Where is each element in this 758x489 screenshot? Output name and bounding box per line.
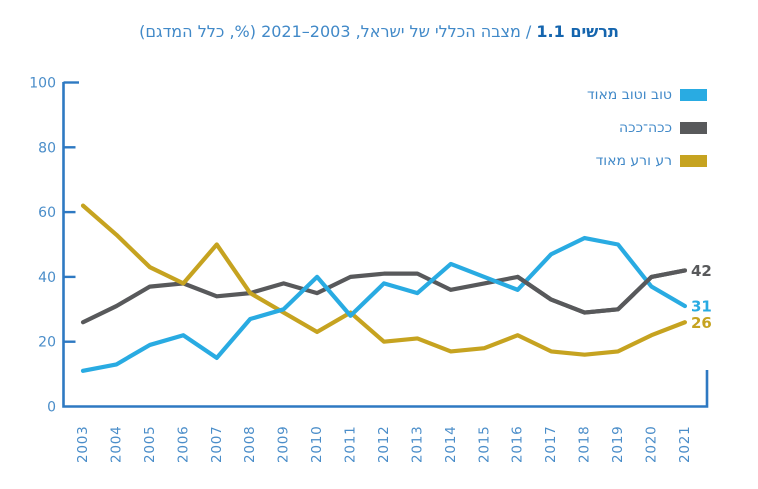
y-axis-label: 40 [38, 270, 56, 286]
x-axis-year-label: 2013 [409, 425, 425, 463]
x-axis-year-label: 2012 [376, 425, 392, 463]
legend-item-bad: רע ורע מאוד [587, 153, 707, 169]
x-axis-year-label: 2020 [643, 425, 659, 463]
x-axis-year-label: 2010 [309, 425, 325, 463]
y-axis-label: 20 [38, 335, 56, 351]
legend-item-soso: ככה־ככה [587, 120, 707, 136]
x-axis-year-label: 2005 [142, 425, 158, 463]
x-axis-year-label: 2003 [75, 425, 91, 463]
y-axis-label: 100 [29, 76, 56, 92]
x-axis-year-label: 2006 [175, 425, 191, 463]
chart-title: תרשים 1.1 / מצבה הכללי של ישראל, 2003–20… [0, 22, 758, 43]
series-line-good [80, 235, 688, 373]
y-axis-label: 60 [38, 205, 56, 221]
series-line-soso-overlay [515, 268, 688, 315]
series-end-label-good: 31 [691, 298, 712, 316]
x-axis-year-label: 2016 [510, 425, 526, 463]
legend-label-soso: ככה־ככה [619, 120, 672, 136]
x-axis-year-label: 2015 [476, 425, 492, 463]
legend-label-good: טוב וטוב מאוד [586, 87, 672, 103]
chart-number-label: תרשים 1.1 [536, 22, 619, 41]
x-axis-year-label: 2009 [276, 425, 292, 463]
legend-label-bad: רע ורע מאוד [595, 153, 672, 169]
legend-swatch-bad [680, 155, 707, 167]
legend: טוב וטוב מאוד ככה־ככה רע ורע מאוד [587, 87, 707, 186]
y-axis-label: 80 [38, 140, 56, 156]
x-axis-year-label: 2007 [209, 425, 225, 463]
legend-swatch-good [680, 89, 707, 101]
x-axis-year-label: 2021 [677, 425, 693, 463]
x-axis-year-label: 2017 [543, 425, 559, 463]
series-line-bad [80, 203, 688, 357]
x-axis-year-label: 2004 [108, 425, 124, 463]
legend-item-good: טוב וטוב מאוד [587, 87, 707, 103]
x-axis-year-label: 2019 [610, 425, 626, 463]
series-end-label-soso: 42 [691, 262, 712, 280]
legend-swatch-soso [680, 122, 707, 134]
x-axis-year-label: 2014 [443, 425, 459, 463]
x-axis-year-label: 2011 [343, 425, 359, 463]
x-axis-year-label: 2008 [242, 425, 258, 463]
x-axis-year-label: 2018 [577, 425, 593, 463]
title-separator: / [520, 22, 537, 41]
y-axis-label: 0 [47, 400, 56, 416]
series-end-label-bad: 26 [691, 314, 712, 332]
axis-frame [62, 82, 709, 408]
title-text: מצבה הכללי של ישראל, 2003–2021 (%, כלל ה… [139, 22, 521, 41]
